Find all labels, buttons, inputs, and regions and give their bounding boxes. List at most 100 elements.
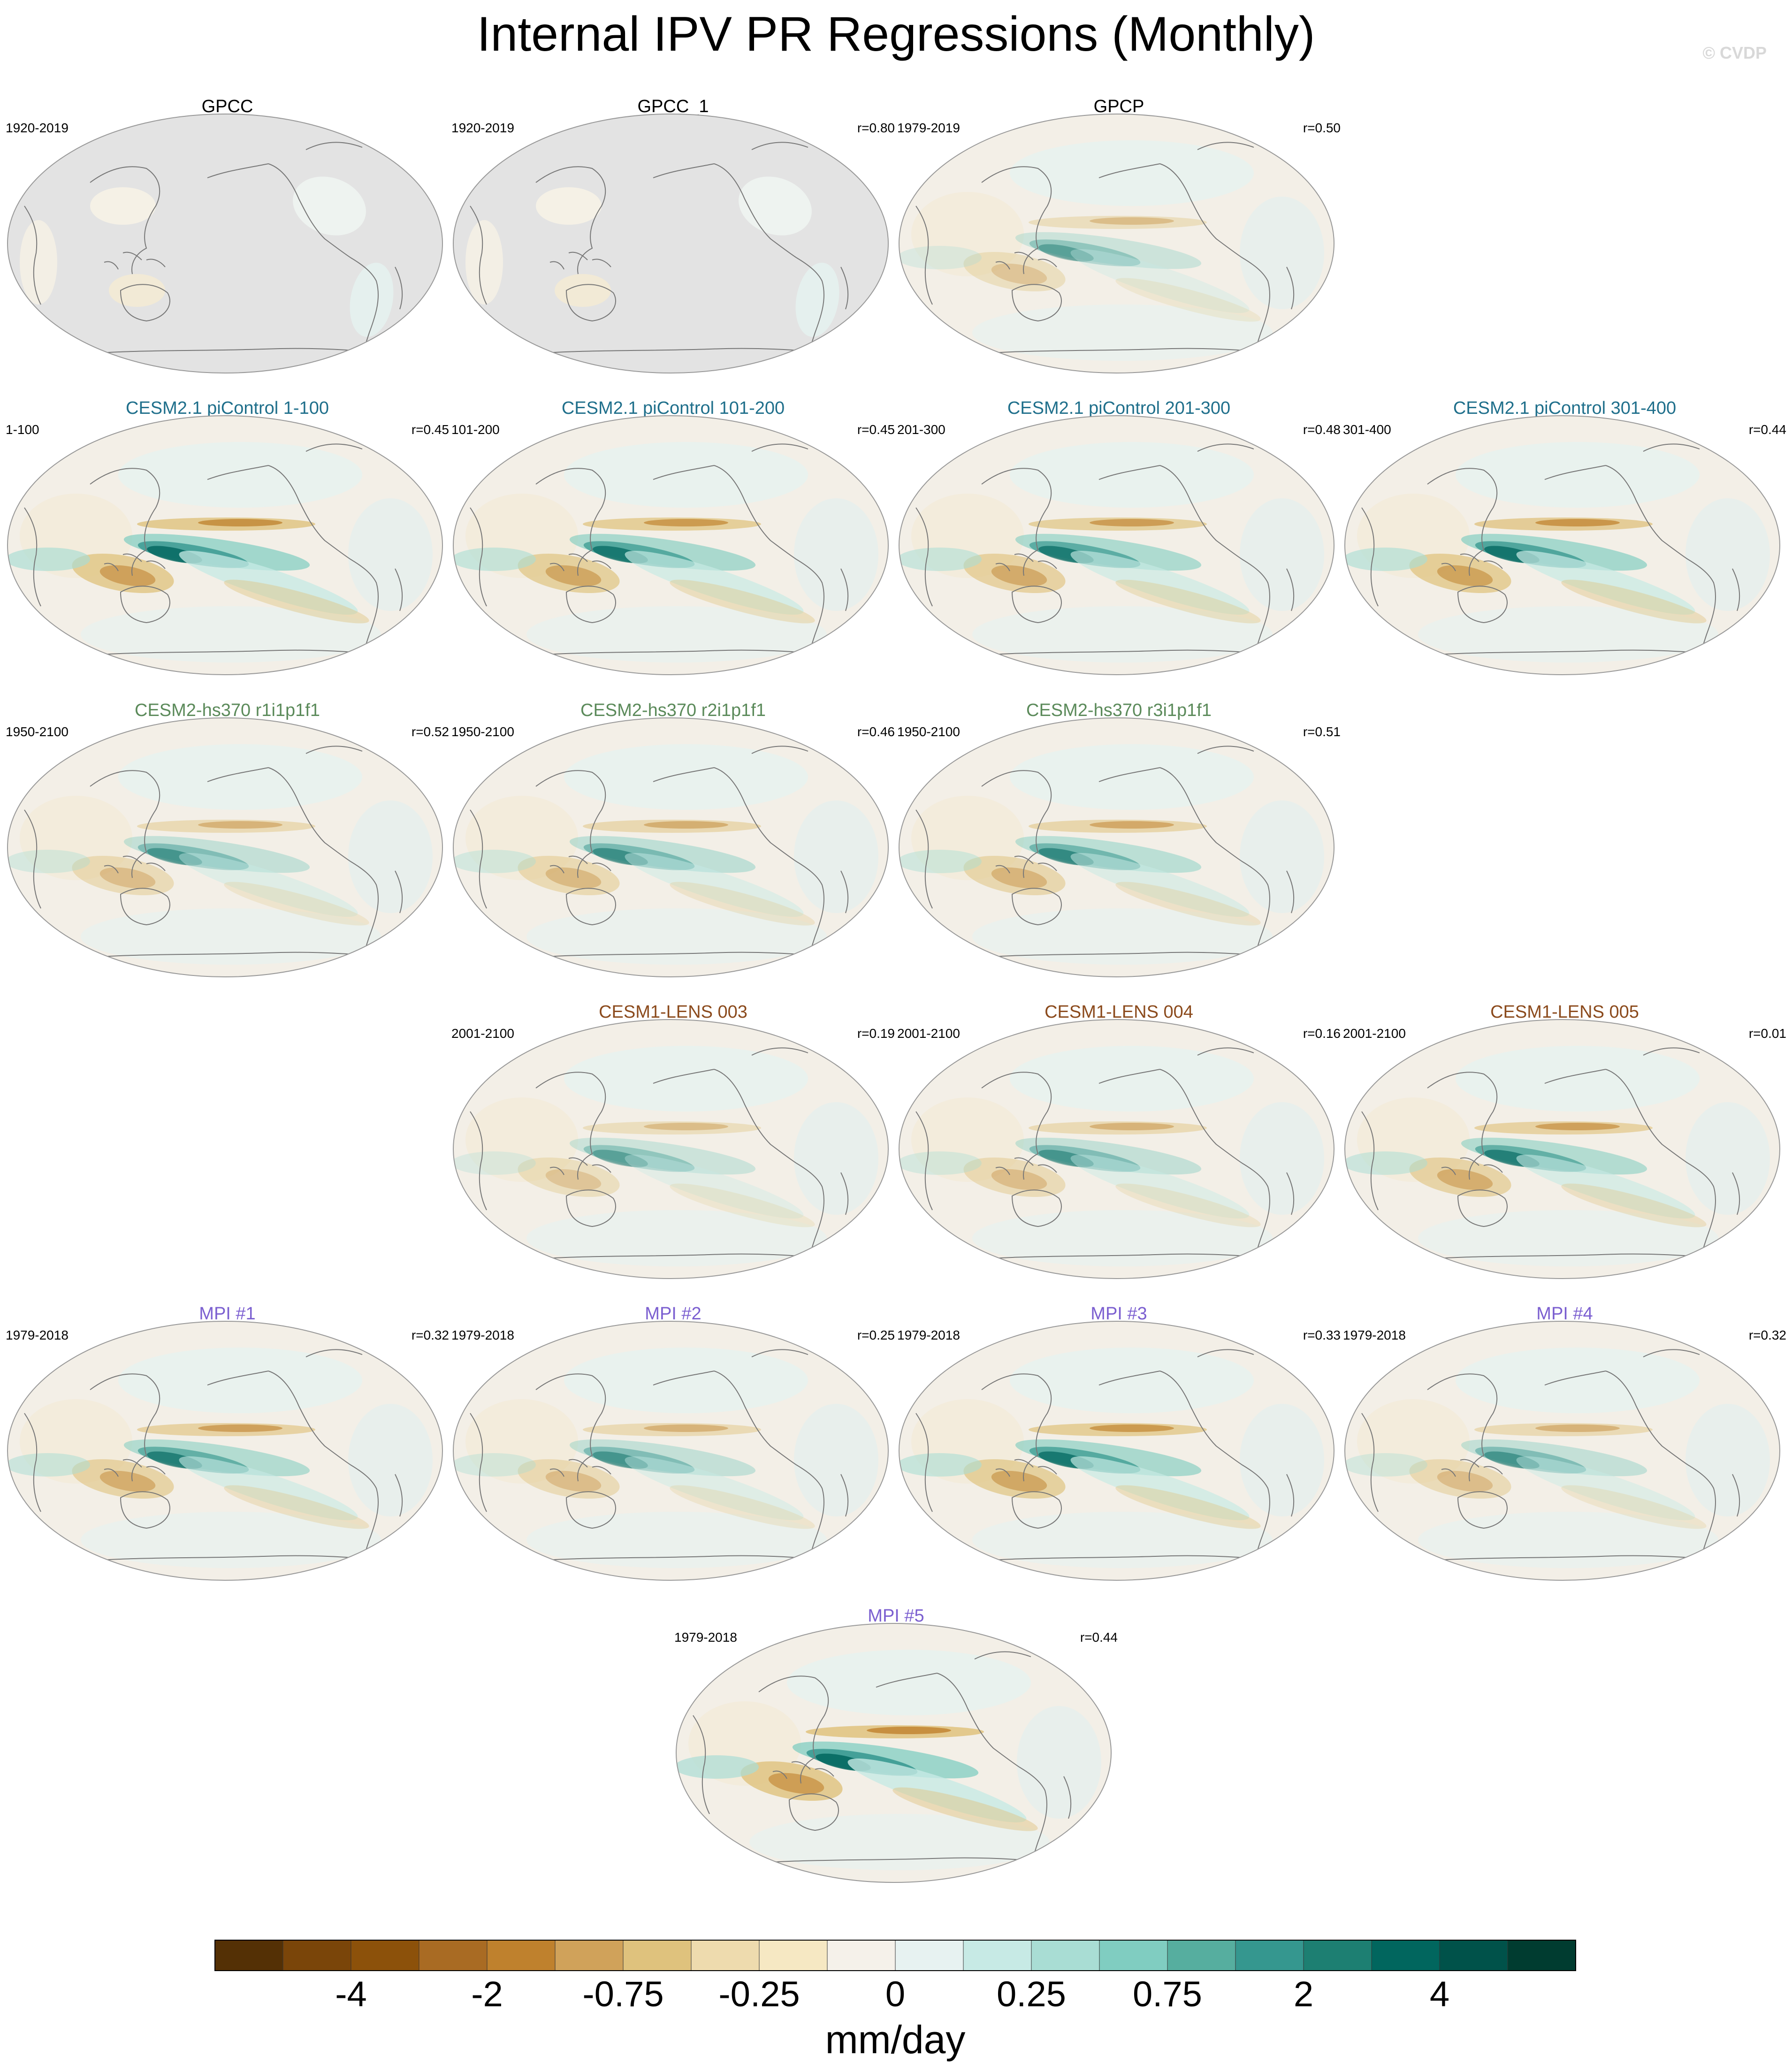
panel-period: 1920-2019	[6, 121, 69, 135]
regression-map	[899, 415, 1334, 675]
panel-title: CESM1-LENS 004	[1045, 1002, 1193, 1022]
colorbar-tick-label: 0	[885, 1974, 905, 2014]
panel-period: 1979-2018	[1343, 1328, 1406, 1342]
colorbar-tick-label: 2	[1294, 1974, 1313, 2014]
colorbar-swatch	[1099, 1940, 1168, 1971]
panel-title: MPI #4	[1536, 1304, 1593, 1324]
colorbar-tick-label: 4	[1430, 1974, 1449, 2014]
map-panel: CESM2.1 piControl 101-200 101-200 r=0.45	[451, 398, 895, 679]
panel-correlation: r=0.19	[857, 1026, 895, 1041]
regression-map	[7, 717, 443, 977]
colorbar-swatch	[895, 1940, 964, 1971]
colorbar-swatch	[1371, 1940, 1440, 1971]
panel-correlation: r=0.16	[1303, 1026, 1341, 1041]
regression-map	[1344, 1321, 1780, 1581]
panel-correlation: r=0.44	[1748, 422, 1786, 437]
panel-correlation: r=0.01	[1748, 1026, 1786, 1041]
panel-period: 2001-2100	[451, 1026, 514, 1041]
regression-map	[453, 114, 889, 373]
regression-map	[7, 415, 443, 675]
panel-period: 1-100	[6, 422, 39, 437]
regression-map	[1344, 1019, 1780, 1279]
colorbar-swatch	[827, 1940, 896, 1971]
colorbar-swatch	[963, 1940, 1032, 1971]
map-panel: MPI #4 1979-2018 r=0.32	[1343, 1303, 1786, 1585]
map-panel: CESM2.1 piControl 201-300 201-300 r=0.48	[897, 398, 1341, 679]
regression-map	[899, 1019, 1334, 1279]
regression-map	[7, 1321, 443, 1581]
panel-title: MPI #5	[868, 1606, 924, 1626]
map-panel: MPI #3 1979-2018 r=0.33	[897, 1303, 1341, 1585]
panel-correlation: r=0.48	[1303, 422, 1341, 437]
map-panel: CESM1-LENS 004 2001-2100 r=0.16	[897, 1002, 1341, 1283]
panel-correlation: r=0.25	[857, 1328, 895, 1342]
colorbar-swatch	[1439, 1940, 1508, 1971]
panel-title: GPCC	[201, 97, 253, 116]
regression-map	[899, 717, 1334, 977]
panel-period: 1979-2018	[674, 1630, 737, 1645]
colorbar-swatch	[759, 1940, 828, 1971]
panel-title: GPCP	[1093, 97, 1144, 116]
colorbar-swatch	[555, 1940, 624, 1971]
panel-period: 2001-2100	[897, 1026, 960, 1041]
panel-correlation: r=0.45	[411, 422, 449, 437]
regression-map	[453, 717, 889, 977]
panel-correlation: r=0.45	[857, 422, 895, 437]
panel-period: 101-200	[451, 422, 500, 437]
panel-title: CESM1-LENS 003	[599, 1002, 747, 1022]
panel-title: MPI #3	[1090, 1304, 1147, 1324]
map-panel: CESM2.1 piControl 301-400 301-400 r=0.44	[1343, 398, 1786, 679]
panel-period: 1920-2019	[451, 121, 514, 135]
panel-correlation: r=0.32	[411, 1328, 449, 1342]
panel-title: MPI #2	[645, 1304, 702, 1324]
colorbar-tick-label: -0.75	[582, 1974, 663, 2014]
panel-period: 1979-2018	[6, 1328, 69, 1342]
panel-title: CESM2.1 piControl 101-200	[561, 398, 785, 418]
panel-correlation: r=0.33	[1303, 1328, 1341, 1342]
regression-map	[7, 114, 443, 373]
regression-map	[676, 1623, 1112, 1883]
map-panel: GPCC 1920-2019	[6, 96, 449, 378]
panel-title: MPI #1	[199, 1304, 256, 1324]
panel-correlation: r=0.52	[411, 724, 449, 739]
panel-correlation: r=0.46	[857, 724, 895, 739]
colorbar-swatch	[214, 1940, 283, 1971]
map-panel: MPI #1 1979-2018 r=0.32	[6, 1303, 449, 1585]
map-panel: GPCP 1979-2019 r=0.50	[897, 96, 1341, 378]
panel-period: 1979-2018	[451, 1328, 514, 1342]
panel-period: 201-300	[897, 422, 946, 437]
panel-title: CESM2-hs370 r1i1p1f1	[135, 701, 320, 720]
panel-period: 1950-2100	[451, 724, 514, 739]
panel-correlation: r=0.50	[1303, 121, 1341, 135]
panel-title: CESM2.1 piControl 201-300	[1007, 398, 1231, 418]
colorbar-tick-label: 0.75	[1133, 1974, 1202, 2014]
colorbar-swatch	[1507, 1940, 1576, 1971]
colorbar-unit-label: mm/day	[825, 2018, 966, 2062]
panel-title: CESM2.1 piControl 1-100	[126, 398, 329, 418]
regression-map	[899, 1321, 1334, 1581]
map-panel: CESM2-hs370 r2i1p1f1 1950-2100 r=0.46	[451, 700, 895, 982]
panel-title: CESM2-hs370 r2i1p1f1	[580, 701, 766, 720]
map-panel: GPCC_1 1920-2019 r=0.80	[451, 96, 895, 378]
panel-period: 1950-2100	[897, 724, 960, 739]
regression-map	[453, 415, 889, 675]
colorbar-swatch	[351, 1940, 419, 1971]
colorbar-swatch	[282, 1940, 351, 1971]
regression-map	[453, 1019, 889, 1279]
panel-correlation: r=0.51	[1303, 724, 1341, 739]
colorbar-swatch	[419, 1940, 488, 1971]
map-panel: CESM2.1 piControl 1-100 1-100 r=0.45	[6, 398, 449, 679]
colorbar-tick-label: -4	[335, 1974, 367, 2014]
panel-period: 2001-2100	[1343, 1026, 1406, 1041]
map-panel: MPI #5 1979-2018 r=0.44	[674, 1606, 1118, 1887]
panel-period: 1979-2019	[897, 121, 960, 135]
colorbar-swatch	[691, 1940, 760, 1971]
colorbar-swatch	[487, 1940, 556, 1971]
panel-period: 1979-2018	[897, 1328, 960, 1342]
panel-title: CESM2-hs370 r3i1p1f1	[1026, 701, 1212, 720]
regression-map	[1344, 415, 1780, 675]
panel-title: CESM1-LENS 005	[1490, 1002, 1639, 1022]
map-panel: CESM1-LENS 005 2001-2100 r=0.01	[1343, 1002, 1786, 1283]
map-panel: MPI #2 1979-2018 r=0.25	[451, 1303, 895, 1585]
colorbar-swatch	[1031, 1940, 1100, 1971]
